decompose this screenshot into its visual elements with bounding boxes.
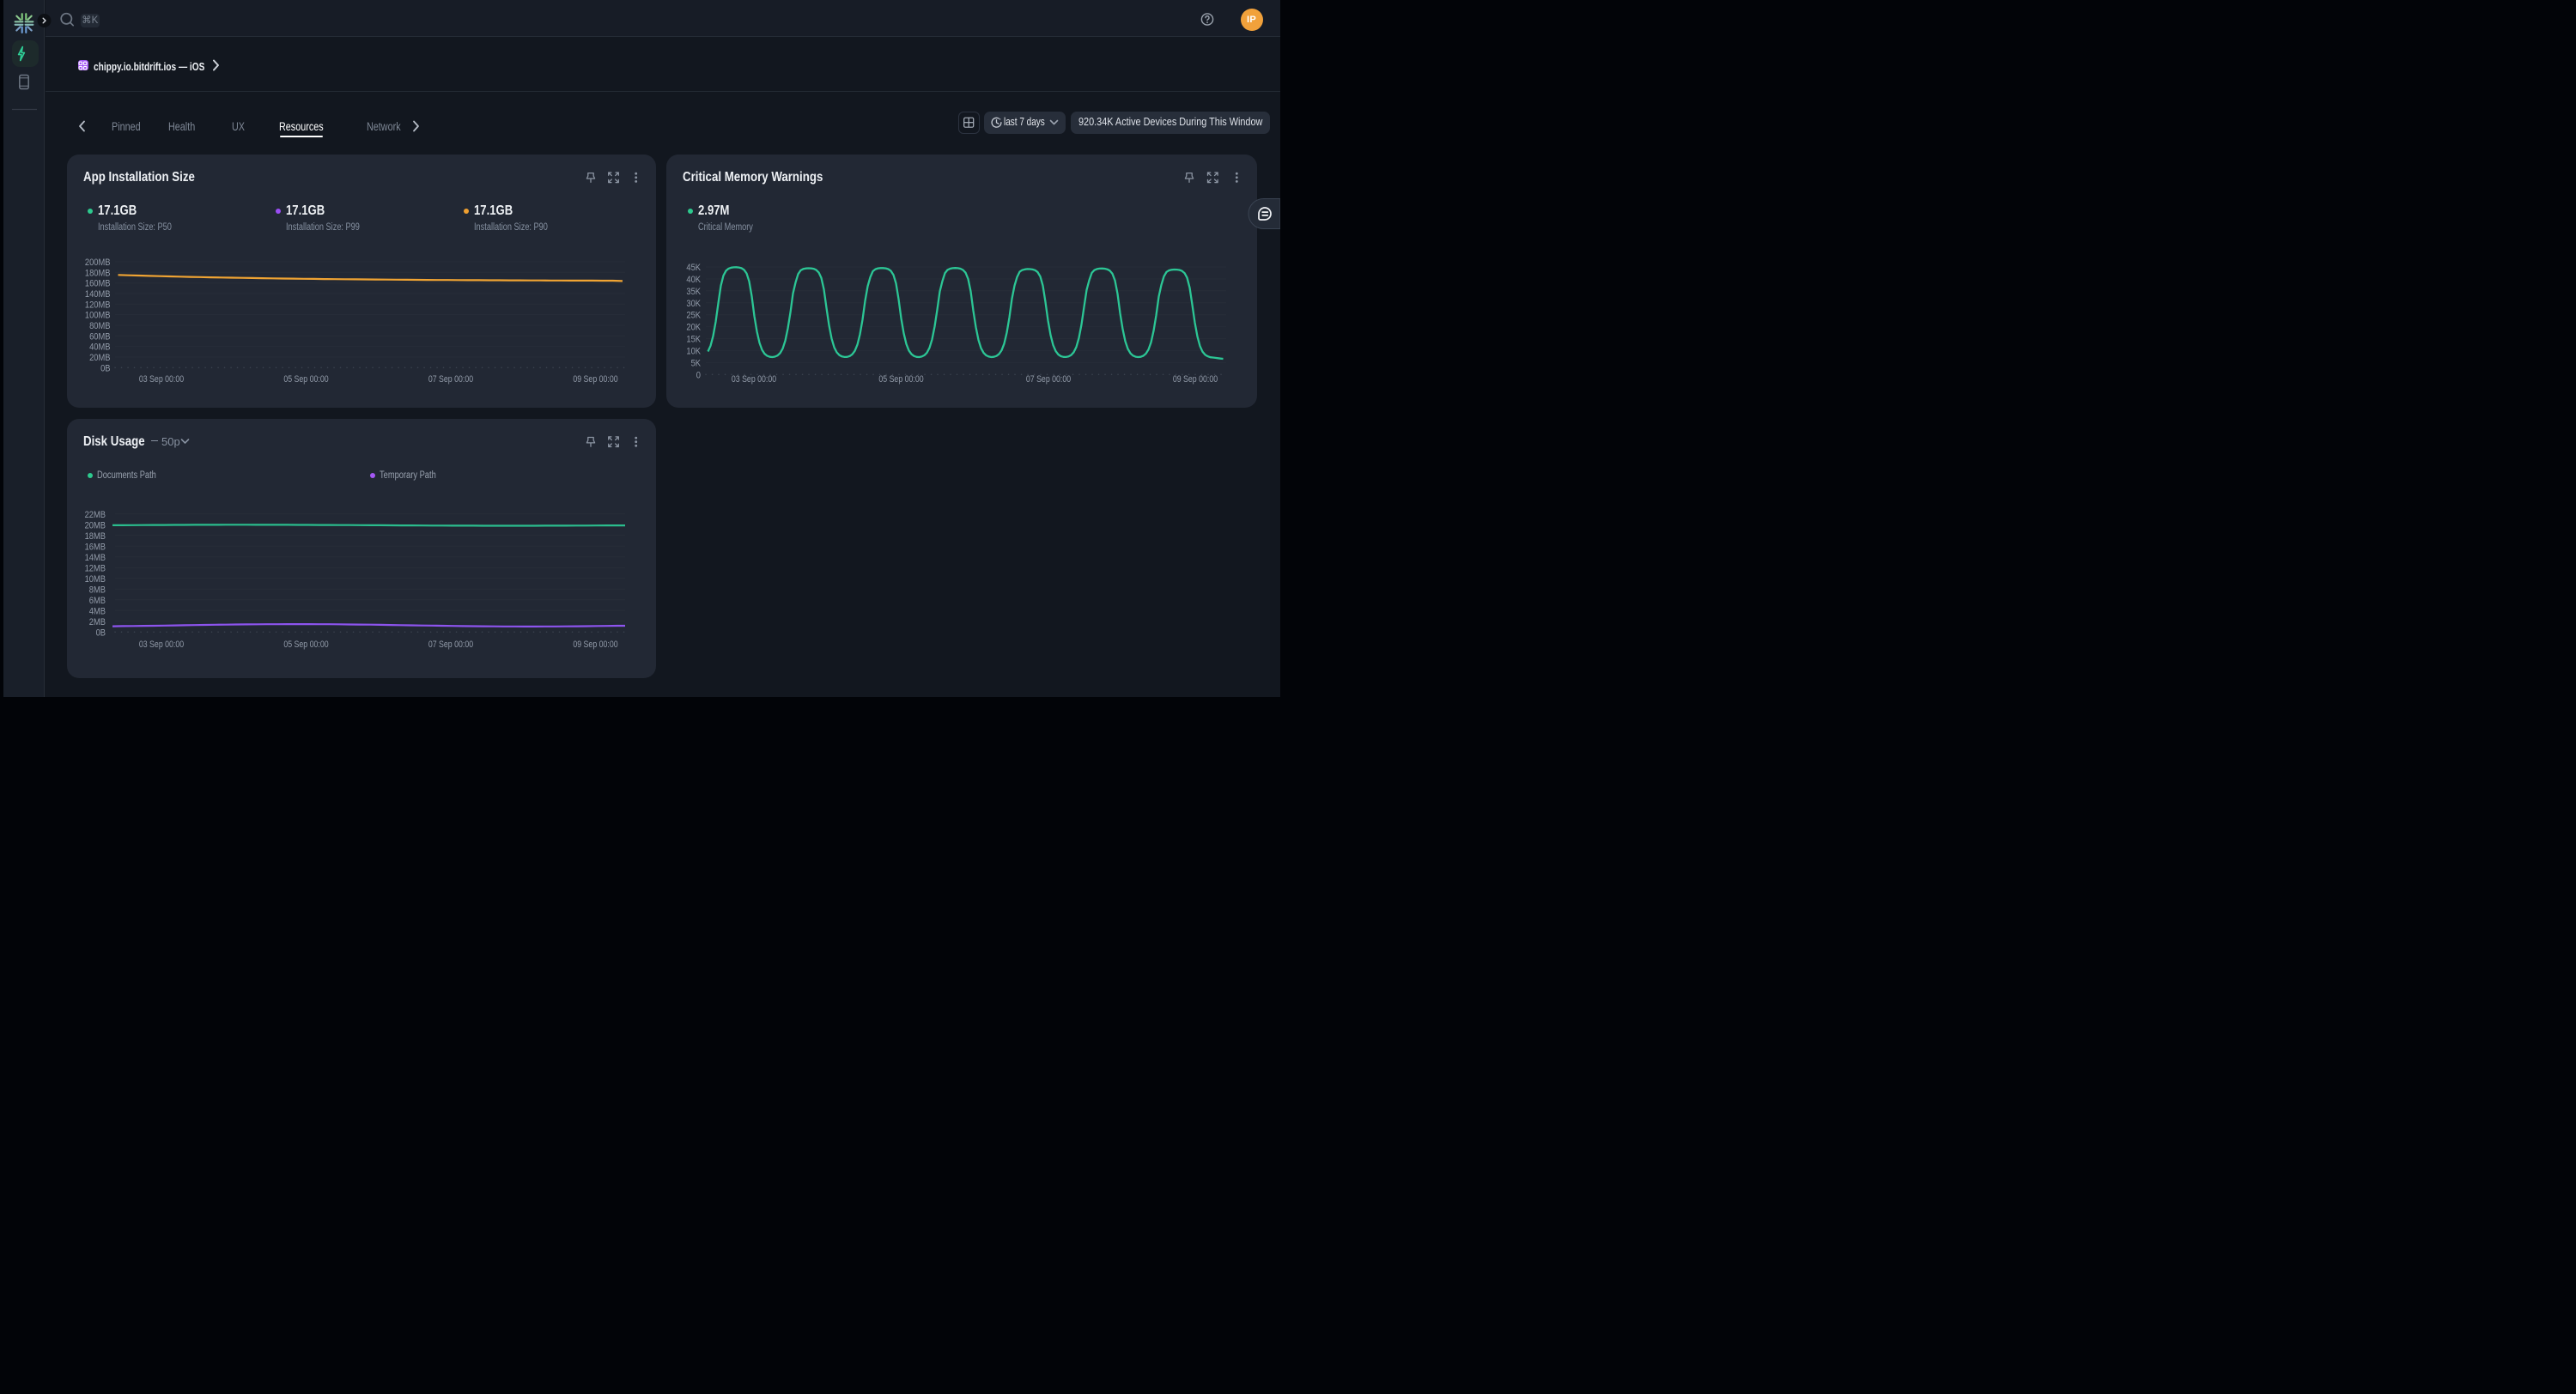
svg-text:12MB: 12MB: [85, 564, 106, 574]
svg-text:15K: 15K: [686, 335, 701, 345]
svg-text:05 Sep 00:00: 05 Sep 00:00: [878, 374, 924, 385]
svg-text:80MB: 80MB: [89, 321, 111, 331]
svg-text:60MB: 60MB: [89, 332, 111, 342]
svg-text:20K: 20K: [686, 323, 701, 333]
svg-text:160MB: 160MB: [85, 279, 111, 289]
svg-text:20MB: 20MB: [85, 521, 106, 531]
svg-text:03 Sep 00:00: 03 Sep 00:00: [732, 374, 777, 385]
svg-text:18MB: 18MB: [85, 531, 106, 542]
svg-text:200MB: 200MB: [85, 258, 111, 268]
svg-text:07 Sep 00:00: 07 Sep 00:00: [428, 374, 474, 385]
svg-text:2MB: 2MB: [89, 617, 106, 627]
svg-text:180MB: 180MB: [85, 269, 111, 279]
svg-text:03 Sep 00:00: 03 Sep 00:00: [139, 639, 185, 650]
svg-text:140MB: 140MB: [85, 289, 111, 300]
svg-text:22MB: 22MB: [85, 510, 106, 520]
svg-text:45K: 45K: [686, 263, 701, 273]
svg-text:120MB: 120MB: [85, 300, 111, 311]
svg-text:03 Sep 00:00: 03 Sep 00:00: [139, 374, 185, 385]
svg-text:30K: 30K: [686, 299, 701, 309]
svg-text:09 Sep 00:00: 09 Sep 00:00: [573, 374, 618, 385]
svg-text:4MB: 4MB: [89, 607, 106, 617]
svg-text:07 Sep 00:00: 07 Sep 00:00: [428, 639, 474, 650]
svg-text:5K: 5K: [691, 359, 702, 369]
svg-text:10K: 10K: [686, 347, 701, 357]
svg-text:0B: 0B: [100, 364, 111, 374]
svg-text:35K: 35K: [686, 287, 701, 297]
svg-text:6MB: 6MB: [89, 596, 106, 606]
svg-text:10MB: 10MB: [85, 574, 106, 585]
svg-text:40MB: 40MB: [89, 342, 111, 353]
svg-text:40K: 40K: [686, 275, 701, 285]
svg-text:20MB: 20MB: [89, 353, 111, 363]
svg-text:8MB: 8MB: [89, 585, 106, 596]
svg-text:05 Sep 00:00: 05 Sep 00:00: [283, 639, 329, 650]
svg-text:25K: 25K: [686, 311, 701, 321]
svg-text:09 Sep 00:00: 09 Sep 00:00: [1173, 374, 1218, 385]
svg-text:0B: 0B: [96, 628, 106, 639]
svg-text:09 Sep 00:00: 09 Sep 00:00: [573, 639, 618, 650]
svg-text:14MB: 14MB: [85, 553, 106, 563]
svg-text:100MB: 100MB: [85, 311, 111, 321]
svg-text:05 Sep 00:00: 05 Sep 00:00: [283, 374, 329, 385]
svg-text:0: 0: [696, 371, 701, 381]
svg-text:16MB: 16MB: [85, 542, 106, 553]
svg-text:07 Sep 00:00: 07 Sep 00:00: [1026, 374, 1072, 385]
